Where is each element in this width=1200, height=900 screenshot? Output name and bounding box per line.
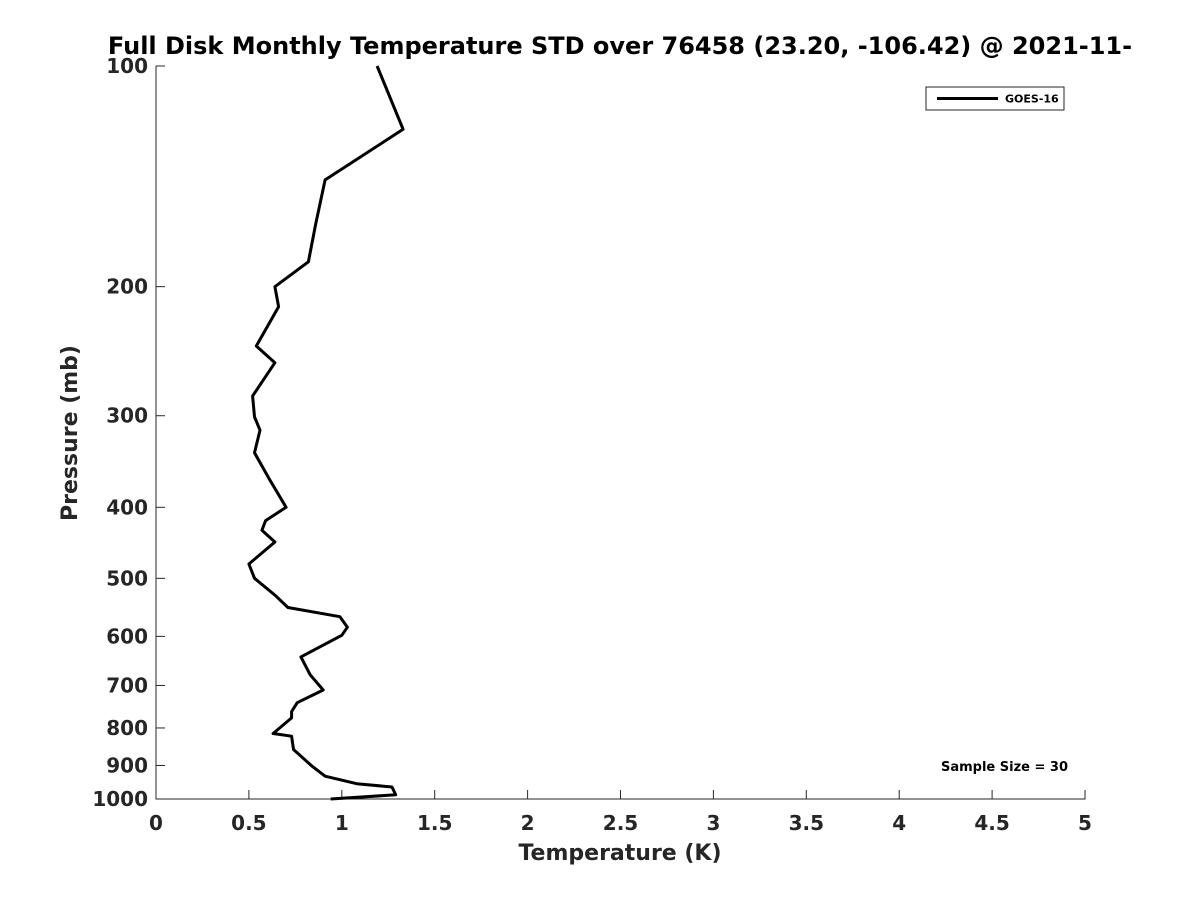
series-line-goes-16 [247,65,405,801]
sample-size-annotation: Sample Size = 30 [941,760,1068,775]
y-axis: 100 200 300 400 500 600 700 800 900 1000 [92,54,165,811]
x-tick-label: 4 [892,811,906,835]
x-tick-label: 0.5 [231,811,266,835]
y-tick-label: 900 [106,753,148,777]
y-tick-label: 400 [106,495,148,519]
y-tick-label: 600 [106,624,148,648]
legend-label-goes-16: GOES-16 [1005,93,1059,106]
x-tick-label: 3 [706,811,720,835]
y-tick-label: 700 [106,673,148,697]
x-tick-label: 4.5 [974,811,1009,835]
plot-area: 0 0.5 1 1.5 2 2.5 3 3.5 4 4.5 5 100 200 300 400 500 600… [92,54,1092,835]
x-tick-label: 2 [521,811,535,835]
x-tick-label: 1.5 [417,811,452,835]
y-tick-label: 100 [106,54,148,78]
y-axis-label: Pressure (mb) [58,345,83,521]
x-tick-label: 5 [1078,811,1092,835]
legend: GOES-16 [925,86,1065,111]
chart-title: Full Disk Monthly Temperature STD over 7… [108,32,1132,60]
y-tick-label: 1000 [92,787,148,811]
x-axis: 0 0.5 1 1.5 2 2.5 3 3.5 4 4.5 5 [149,790,1092,835]
y-tick-label: 300 [106,404,148,428]
x-tick-label: 2.5 [603,811,638,835]
axis-frame [155,66,1086,800]
x-tick-label: 1 [335,811,349,835]
y-tick-label: 800 [106,716,148,740]
x-tick-label: 0 [149,811,163,835]
y-tick-label: 200 [106,275,148,299]
x-axis-label: Temperature (K) [518,841,721,866]
x-tick-label: 3.5 [789,811,824,835]
y-tick-label: 500 [106,566,148,590]
